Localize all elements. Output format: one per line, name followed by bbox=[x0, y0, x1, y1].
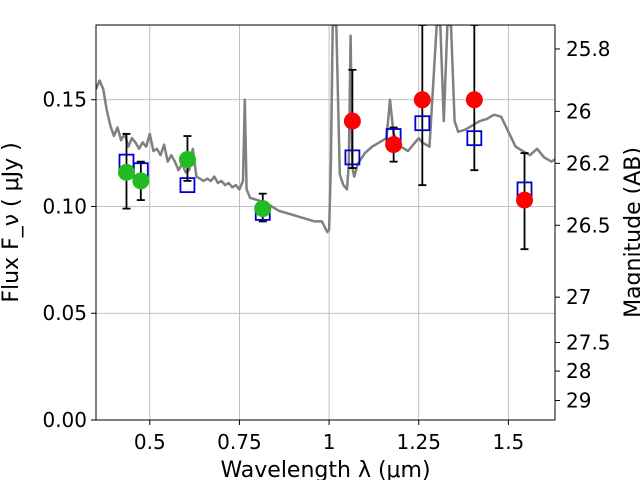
photometry-point bbox=[132, 172, 150, 190]
photometry-point bbox=[465, 91, 483, 109]
photometry-point bbox=[117, 163, 135, 181]
plot-content bbox=[96, 25, 555, 251]
y-tick-label: 0.10 bbox=[42, 194, 87, 218]
magnitude-tick-label: 27 bbox=[566, 285, 591, 309]
x-tick-label: 1 bbox=[323, 430, 336, 454]
x-tick-label: 0.5 bbox=[134, 430, 166, 454]
x-tick-label: 1.25 bbox=[396, 430, 441, 454]
model-square-point bbox=[414, 115, 431, 132]
photometry-point bbox=[385, 136, 403, 154]
photometry-point bbox=[178, 151, 196, 169]
photometry-point bbox=[343, 112, 361, 130]
magnitude-tick-label: 26.2 bbox=[566, 151, 611, 175]
magnitude-tick-label: 25.8 bbox=[566, 37, 611, 61]
magnitude-tick-label: 29 bbox=[566, 389, 591, 413]
model-square-point bbox=[344, 149, 361, 166]
y-axis-label: Flux F_ν ( μJy ) bbox=[0, 142, 24, 302]
y-axis: 0.00 0.05 0.10 0.15 bbox=[42, 88, 96, 432]
photometry-point bbox=[516, 191, 534, 209]
grid-lines bbox=[96, 25, 555, 421]
x-axis-label: Wavelength λ (μm) bbox=[220, 458, 430, 480]
y-tick-label: 0.00 bbox=[42, 408, 87, 432]
plot-area bbox=[96, 25, 555, 251]
y-tick-label: 0.15 bbox=[42, 88, 87, 112]
x-tick-label: 1.5 bbox=[492, 430, 524, 454]
y-tick-label: 0.05 bbox=[42, 301, 87, 325]
magnitude-tick-label: 28 bbox=[566, 359, 591, 383]
magnitude-tick-label: 26 bbox=[566, 99, 591, 123]
x-tick-label: 0.75 bbox=[217, 430, 262, 454]
magnitude-axis: 25.8 26 26.2 26.5 27 27.5 28 29 bbox=[555, 37, 611, 413]
plot-frame bbox=[95, 24, 556, 421]
template-spectrum-line bbox=[96, 25, 555, 234]
model-square-point bbox=[179, 177, 196, 194]
x-axis: 0.5 0.75 1 1.25 1.5 bbox=[134, 420, 524, 454]
magnitude-axis-label: Magnitude (AB) bbox=[621, 147, 640, 318]
model-square-point bbox=[466, 130, 483, 147]
photometry-point bbox=[413, 91, 431, 109]
photometry-point bbox=[254, 200, 272, 218]
magnitude-tick-label: 26.5 bbox=[566, 213, 611, 237]
magnitude-tick-label: 27.5 bbox=[566, 330, 611, 354]
